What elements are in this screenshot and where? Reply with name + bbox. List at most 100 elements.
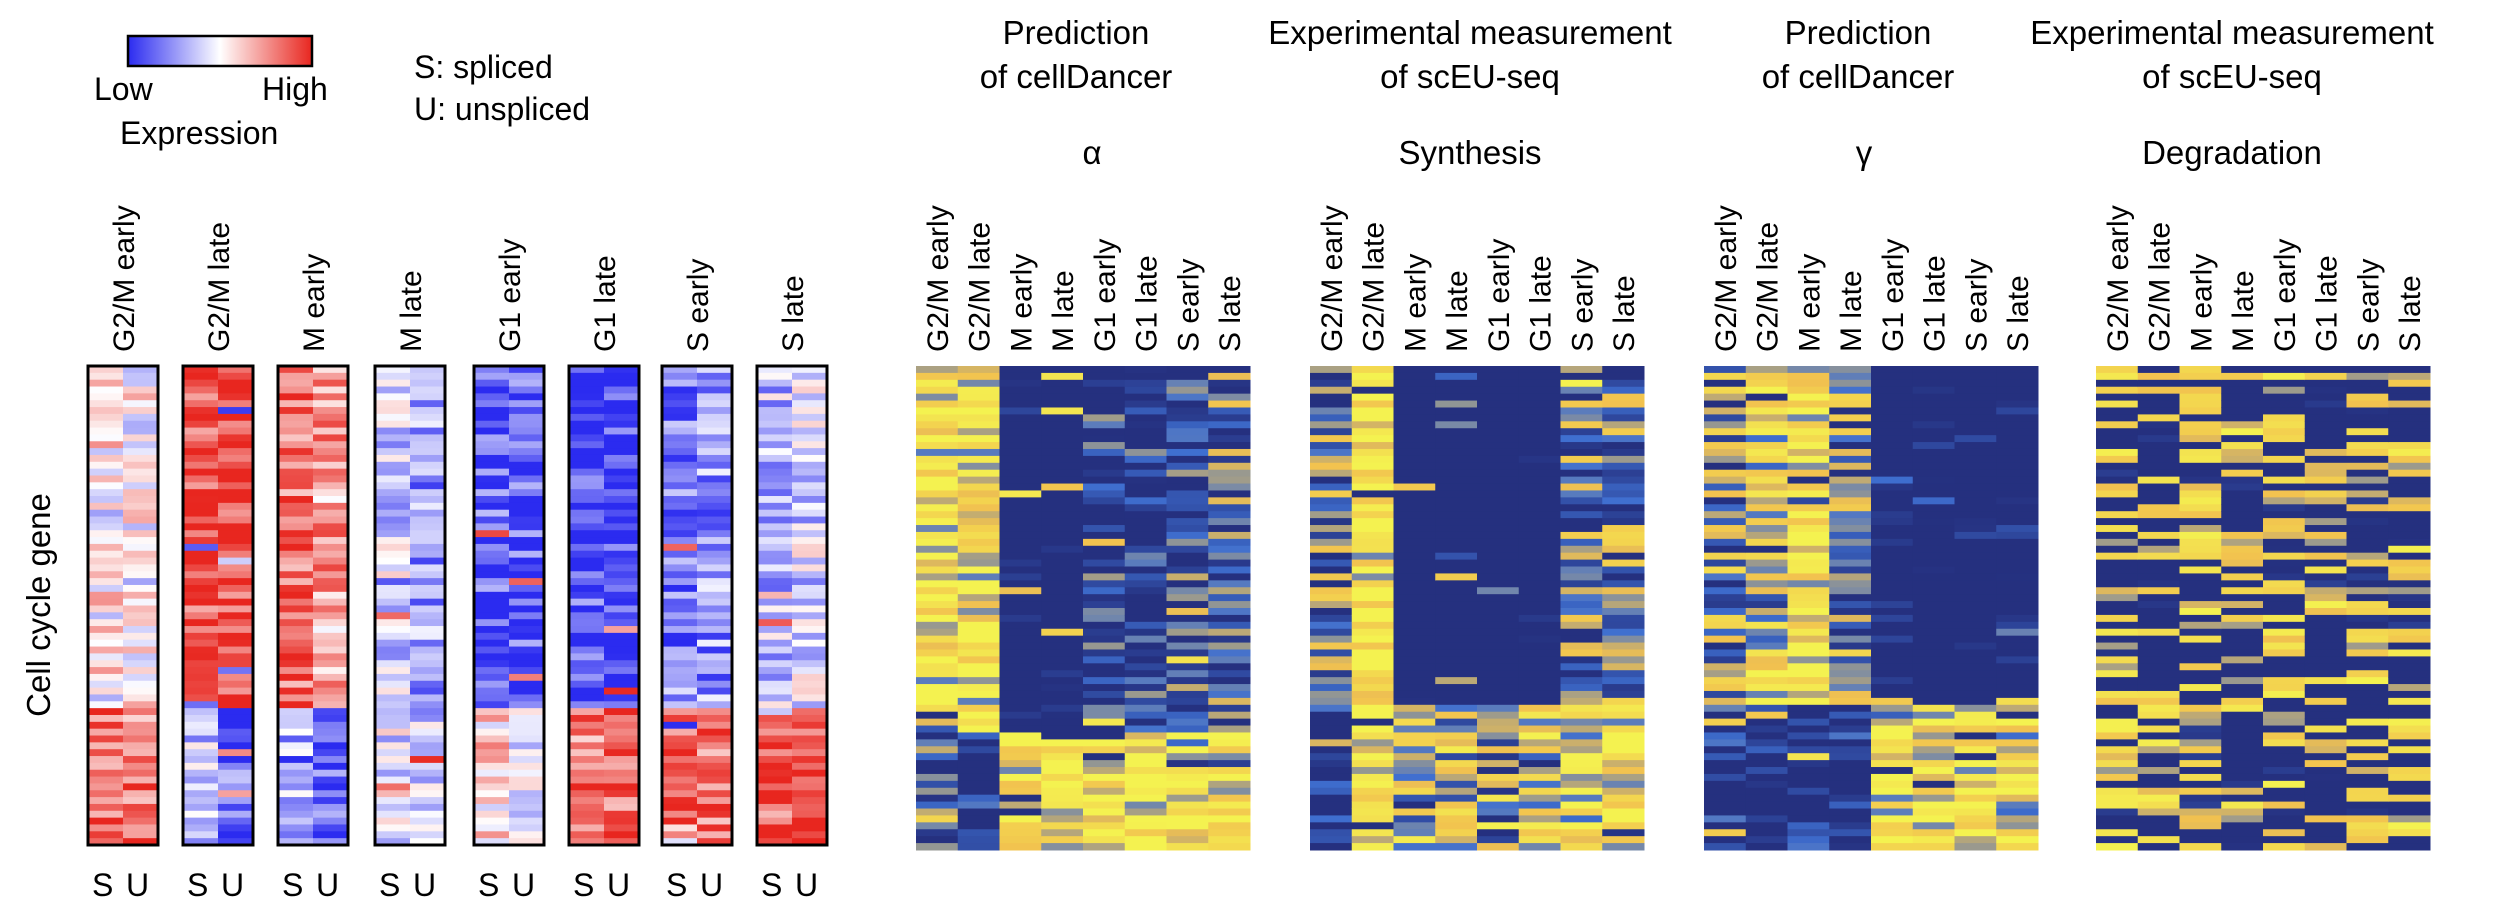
expr-cell bbox=[410, 783, 446, 791]
rate-cell bbox=[1787, 670, 1830, 678]
expr-cell bbox=[792, 578, 828, 586]
rate-cell bbox=[1745, 587, 1788, 595]
rate-cell bbox=[1996, 497, 2039, 505]
expr-cell bbox=[697, 379, 733, 388]
expr-cell bbox=[218, 502, 254, 511]
expr-cell bbox=[313, 831, 349, 839]
expr-cell bbox=[88, 605, 124, 613]
rate-cell bbox=[2096, 621, 2139, 630]
rate-cell bbox=[2137, 386, 2180, 395]
rate-cell bbox=[1435, 538, 1478, 547]
rate-cell bbox=[2137, 843, 2180, 851]
rate-cell bbox=[2096, 379, 2139, 388]
rate-cell bbox=[1954, 414, 1997, 422]
rate-column-label: G1 late bbox=[1525, 255, 1558, 352]
rate-cell bbox=[957, 545, 1000, 554]
rate-cell bbox=[1602, 635, 1645, 644]
rate-cell bbox=[1351, 469, 1394, 478]
rate-cell bbox=[1954, 525, 1997, 533]
expr-cell bbox=[792, 626, 828, 634]
expr-group-label: G1 early bbox=[494, 239, 527, 352]
expr-cell bbox=[375, 441, 411, 449]
expr-cell bbox=[697, 605, 733, 613]
expr-cell bbox=[662, 776, 698, 784]
expr-cell bbox=[509, 762, 545, 771]
rate-cell bbox=[1310, 670, 1353, 678]
expr-cell bbox=[375, 366, 411, 374]
expr-cell bbox=[662, 386, 698, 394]
expr-cell bbox=[88, 523, 124, 531]
expr-cell bbox=[278, 468, 314, 476]
rate-cell bbox=[1083, 829, 1126, 837]
rate-cell bbox=[2137, 635, 2180, 644]
expr-cell bbox=[218, 413, 254, 422]
rate-cell bbox=[2304, 614, 2347, 623]
rate-cell bbox=[1560, 704, 1603, 713]
rate-cell bbox=[999, 497, 1042, 505]
expr-cell bbox=[662, 803, 698, 812]
rate-cell bbox=[1996, 614, 2039, 623]
expr-cell bbox=[123, 810, 159, 819]
rate-cell bbox=[1996, 635, 2039, 644]
rate-cell bbox=[1166, 808, 1209, 816]
rate-cell bbox=[1829, 545, 1872, 554]
rate-cell bbox=[916, 621, 959, 630]
expr-cell bbox=[123, 427, 159, 435]
rate-cell bbox=[1996, 760, 2039, 768]
rate-cell bbox=[1310, 435, 1353, 443]
expr-cell bbox=[474, 461, 510, 470]
expr-cell bbox=[313, 824, 349, 832]
rate-cell bbox=[1704, 704, 1747, 713]
expr-cell bbox=[474, 366, 510, 374]
expr-cell bbox=[123, 776, 159, 784]
expr-cell bbox=[792, 714, 828, 723]
rate-cell bbox=[1745, 435, 1788, 443]
rate-cell bbox=[2263, 442, 2306, 450]
rate-cell bbox=[916, 794, 959, 803]
rate-cell bbox=[1041, 462, 1084, 471]
rate-cell bbox=[2137, 836, 2180, 844]
expr-cell bbox=[474, 728, 510, 737]
rate-cell bbox=[1124, 490, 1167, 498]
rate-cell bbox=[1124, 559, 1167, 568]
rate-cell bbox=[1560, 552, 1603, 561]
rate-cell bbox=[2179, 442, 2222, 450]
rate-cell bbox=[1166, 573, 1209, 581]
rate-cell bbox=[2263, 649, 2306, 657]
rate-cell bbox=[1912, 580, 1955, 588]
expr-cell bbox=[474, 441, 510, 449]
expr-cell bbox=[183, 735, 219, 743]
rate-cell bbox=[2263, 580, 2306, 588]
expr-cell bbox=[604, 489, 640, 497]
rate-cell bbox=[2304, 511, 2347, 519]
rate-cell bbox=[1166, 684, 1209, 692]
rate-cell bbox=[1518, 621, 1561, 630]
rate-cell bbox=[1704, 684, 1747, 692]
expr-cell bbox=[662, 434, 698, 442]
rate-cell bbox=[1954, 773, 1997, 782]
rate-cell bbox=[1435, 462, 1478, 471]
rate-cell bbox=[2304, 400, 2347, 408]
expr-cell bbox=[313, 605, 349, 613]
expr-cell bbox=[375, 591, 411, 600]
rate-cell bbox=[1954, 746, 1997, 754]
rate-cell bbox=[1954, 538, 1997, 547]
expr-cell bbox=[410, 441, 446, 449]
rate-cell bbox=[1518, 642, 1561, 650]
expr-cell bbox=[662, 516, 698, 524]
rate-cell bbox=[1124, 794, 1167, 803]
expr-cell bbox=[88, 400, 124, 408]
expr-cell bbox=[757, 564, 793, 572]
expr-cell bbox=[474, 783, 510, 791]
rate-cell bbox=[2096, 642, 2139, 650]
rate-cell bbox=[1954, 614, 1997, 623]
rate-cell bbox=[1560, 822, 1603, 830]
expr-cell bbox=[474, 790, 510, 798]
rate-cell bbox=[916, 414, 959, 422]
rate-cell bbox=[1954, 407, 1997, 415]
rate-cell bbox=[2137, 525, 2180, 533]
rate-cell bbox=[1912, 587, 1955, 595]
expr-cell bbox=[218, 393, 254, 401]
rate-cell bbox=[1912, 732, 1955, 740]
rate-cell bbox=[1124, 677, 1167, 685]
